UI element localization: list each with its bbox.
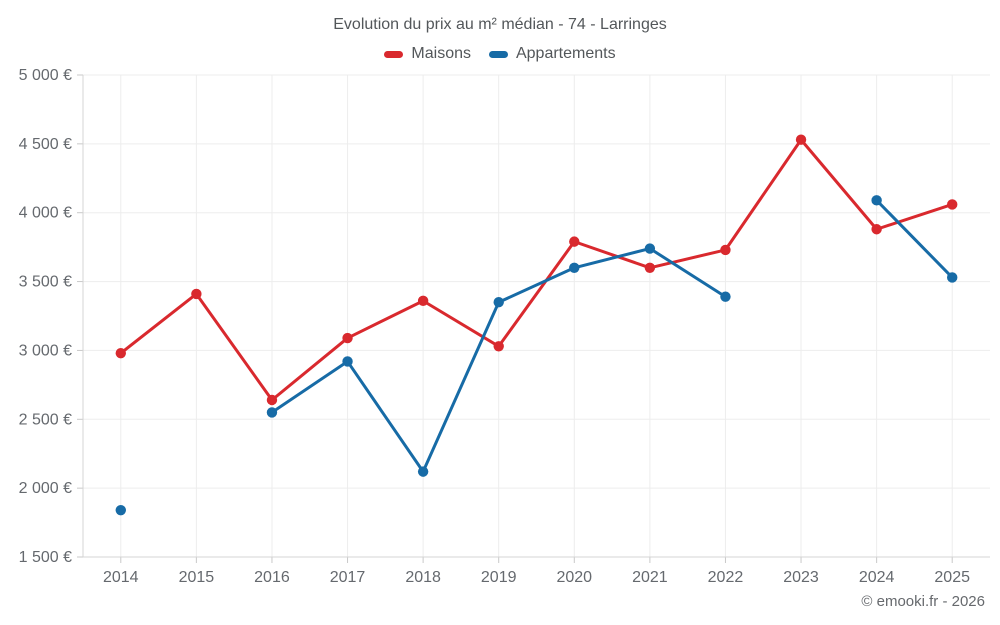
y-tick-label: 4 000 € [19,205,72,222]
data-point-appartements-2021[interactable] [644,243,656,254]
legend-item-appartements[interactable]: Appartements [488,45,616,63]
data-point-maisons-2022[interactable] [720,244,731,256]
series-line-appartements [875,198,954,279]
data-point-appartements-2017[interactable] [342,356,353,367]
data-point-appartements-2014[interactable] [115,504,126,516]
data-point-appartements-2016[interactable] [266,407,278,418]
x-tick-label: 2023 [783,569,819,586]
data-point-maisons-2014[interactable] [115,347,126,359]
legend-item-maisons[interactable]: Maisons [384,45,471,63]
y-tick-label: 3 000 € [19,342,72,359]
data-point-maisons-2020[interactable] [569,236,580,247]
data-point-maisons-2018[interactable] [417,295,429,307]
y-tick-label: 3 500 € [19,274,72,291]
legend-label-maisons: Maisons [411,45,471,62]
x-tick-label: 2022 [708,569,744,586]
data-point-maisons-2021[interactable] [644,262,656,273]
y-tick-label: 2 500 € [19,411,72,428]
legend-label-appartements: Appartements [515,45,616,62]
data-point-appartements-2018[interactable] [417,466,429,477]
data-point-appartements-2025[interactable] [947,272,958,283]
chart-title: Evolution du prix au m² médian - 74 - La… [333,16,667,33]
data-point-maisons-2019[interactable] [493,341,504,352]
x-tick-label: 2016 [254,569,290,586]
x-tick-label: 2021 [632,569,668,586]
y-tick-label: 2 000 € [19,480,72,497]
y-tick-label: 1 500 € [19,549,72,566]
data-point-appartements-2024[interactable] [871,195,882,206]
data-point-maisons-2025[interactable] [947,199,958,210]
data-point-maisons-2015[interactable] [191,288,202,300]
copyright-watermark: © emooki.fr - 2026 [861,593,985,610]
x-tick-label: 2017 [330,569,366,586]
data-point-maisons-2017[interactable] [342,332,353,344]
series-line-maisons [119,138,954,402]
x-tick-label: 2014 [103,569,139,586]
x-tick-label: 2019 [481,569,517,586]
chart-legend: Maisons Appartements [0,45,1000,63]
x-tick-label: 2018 [405,569,441,586]
data-point-appartements-2022[interactable] [720,291,731,302]
legend-swatch-appartements [488,50,508,58]
legend-swatch-maisons [384,50,404,58]
x-tick-label: 2015 [179,569,215,586]
y-tick-label: 4 500 € [19,136,72,153]
data-point-maisons-2023[interactable] [795,134,807,145]
x-tick-label: 2020 [556,569,592,586]
data-point-maisons-2024[interactable] [871,224,882,235]
y-tick-label: 5 000 € [19,67,72,84]
data-point-appartements-2019[interactable] [493,297,504,308]
x-tick-label: 2024 [859,569,895,586]
x-tick-label: 2025 [934,569,970,586]
data-point-appartements-2020[interactable] [569,262,580,273]
data-point-maisons-2016[interactable] [266,394,278,406]
